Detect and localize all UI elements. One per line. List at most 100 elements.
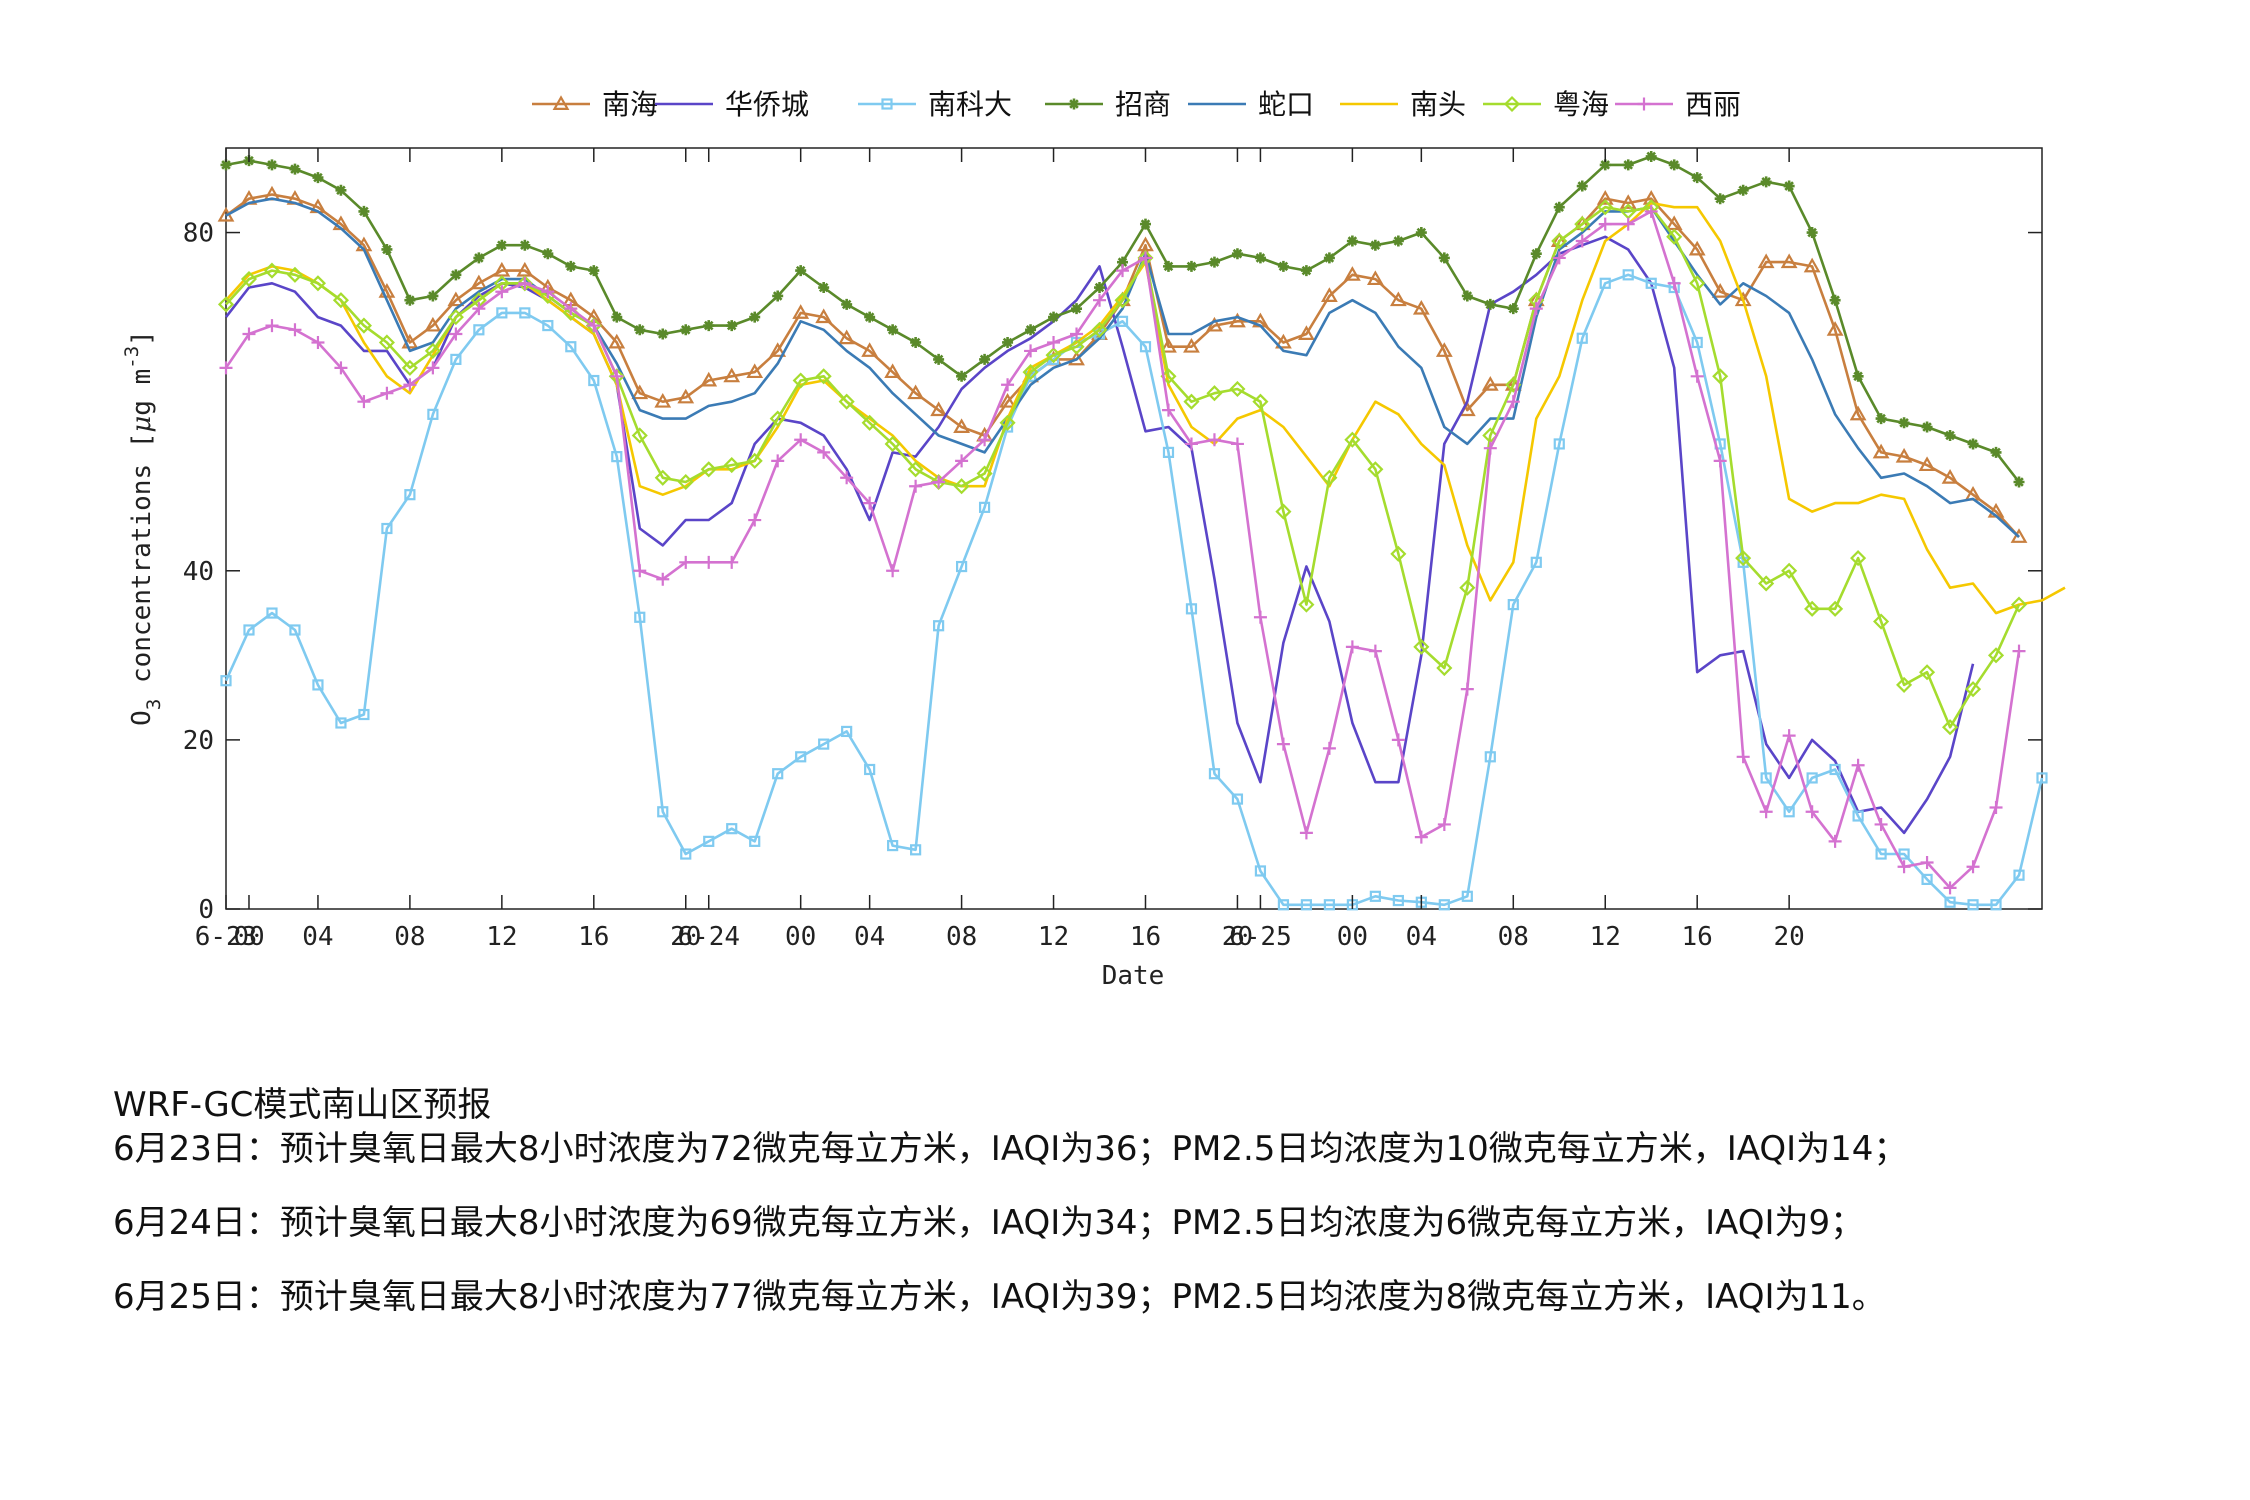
data-point <box>1207 433 1221 447</box>
data-point <box>1645 150 1657 162</box>
data-point <box>2036 772 2048 784</box>
data-point <box>771 454 785 468</box>
data-point <box>473 252 485 264</box>
x-tick-label: 12 <box>1590 922 1621 952</box>
legend-item: 粤海 <box>1483 88 1609 121</box>
data-point <box>1711 283 1729 298</box>
legend-label: 华侨城 <box>725 88 809 121</box>
data-point <box>818 738 830 750</box>
data-point <box>1758 575 1775 592</box>
data-point <box>1921 421 1933 433</box>
data-point <box>263 262 281 279</box>
data-point <box>1298 596 1315 613</box>
data-point <box>288 323 302 337</box>
data-point <box>792 372 809 389</box>
data-point <box>861 342 879 357</box>
legend-label: 粤海 <box>1553 88 1609 121</box>
data-point <box>1852 370 1864 382</box>
data-point <box>1321 469 1338 486</box>
data-point <box>1024 344 1038 358</box>
data-point <box>427 408 439 420</box>
data-point <box>1277 899 1290 911</box>
data-point <box>1668 159 1680 171</box>
data-point <box>657 328 669 340</box>
data-point <box>703 835 715 847</box>
data-point <box>884 363 902 379</box>
data-point <box>1139 341 1152 353</box>
data-point <box>449 327 463 341</box>
data-point <box>1852 810 1864 822</box>
data-point <box>748 513 762 527</box>
data-point <box>1990 899 2002 911</box>
data-point <box>447 291 465 307</box>
data-point <box>1391 733 1405 747</box>
data-point <box>910 844 922 856</box>
x-tick-label: 20 <box>670 922 701 952</box>
x-tick-label: 08 <box>394 922 425 952</box>
data-point <box>746 452 763 469</box>
data-point <box>930 401 948 417</box>
legend-label: 招商 <box>1115 88 1171 121</box>
data-point <box>1047 335 1061 349</box>
data-point <box>1622 269 1634 281</box>
data-point <box>1826 321 1844 336</box>
data-point <box>1412 299 1430 315</box>
data-point <box>633 564 647 578</box>
data-point <box>242 327 256 341</box>
data-point <box>1160 337 1177 353</box>
data-point <box>358 205 370 217</box>
data-point <box>907 461 924 478</box>
data-point <box>1944 429 1956 441</box>
data-point <box>634 324 646 336</box>
data-point <box>677 473 694 491</box>
data-point <box>1688 240 1706 256</box>
data-point <box>1208 768 1221 780</box>
series-3 <box>220 150 2025 488</box>
data-point <box>1116 315 1129 327</box>
data-point <box>1254 865 1267 877</box>
legend-item: 蛇口 <box>1188 88 1314 121</box>
data-point <box>1322 741 1336 755</box>
x-tick-label: 16 <box>578 922 609 952</box>
data-point <box>1691 336 1703 349</box>
data-point <box>1091 321 1108 338</box>
data-point <box>1320 287 1338 302</box>
data-point <box>1461 890 1473 902</box>
data-point <box>1596 190 1614 205</box>
data-point <box>1783 180 1795 192</box>
data-point <box>999 414 1016 431</box>
x-tick-label: 20 <box>1222 922 1253 952</box>
data-point <box>1094 282 1106 294</box>
data-point <box>1850 550 1867 567</box>
legend-label: 南海 <box>602 88 658 121</box>
data-point <box>1967 438 1979 450</box>
forecast-text: WRF-GC模式南山区预报 6月23日：预计臭氧日最大8小时浓度为72微克每立方… <box>113 1083 2163 1319</box>
data-point <box>1713 454 1727 468</box>
legend-marker <box>1637 97 1651 111</box>
data-point <box>1597 199 1614 216</box>
data-point <box>1392 235 1404 247</box>
data-point <box>286 266 304 283</box>
data-point <box>542 319 554 332</box>
legend-label: 西丽 <box>1685 88 1741 121</box>
data-point <box>289 163 301 175</box>
data-point <box>631 384 649 400</box>
data-point <box>864 763 876 776</box>
data-point <box>1666 228 1683 245</box>
data-point <box>1897 860 1911 874</box>
x-axis-label: Date <box>1102 961 1165 991</box>
data-point <box>473 324 485 336</box>
data-point <box>654 469 671 486</box>
data-point <box>1898 417 1910 429</box>
x-tick-label: 08 <box>946 922 977 952</box>
data-point <box>1045 347 1062 364</box>
data-point <box>909 479 923 493</box>
data-point <box>1875 413 1887 425</box>
data-point <box>677 388 695 404</box>
data-point <box>217 296 235 313</box>
data-point <box>1206 385 1223 402</box>
data-point <box>631 427 648 444</box>
data-point <box>1920 855 1934 869</box>
data-point <box>1896 676 1913 693</box>
x-tick-label: 6-25 <box>1229 922 1292 952</box>
